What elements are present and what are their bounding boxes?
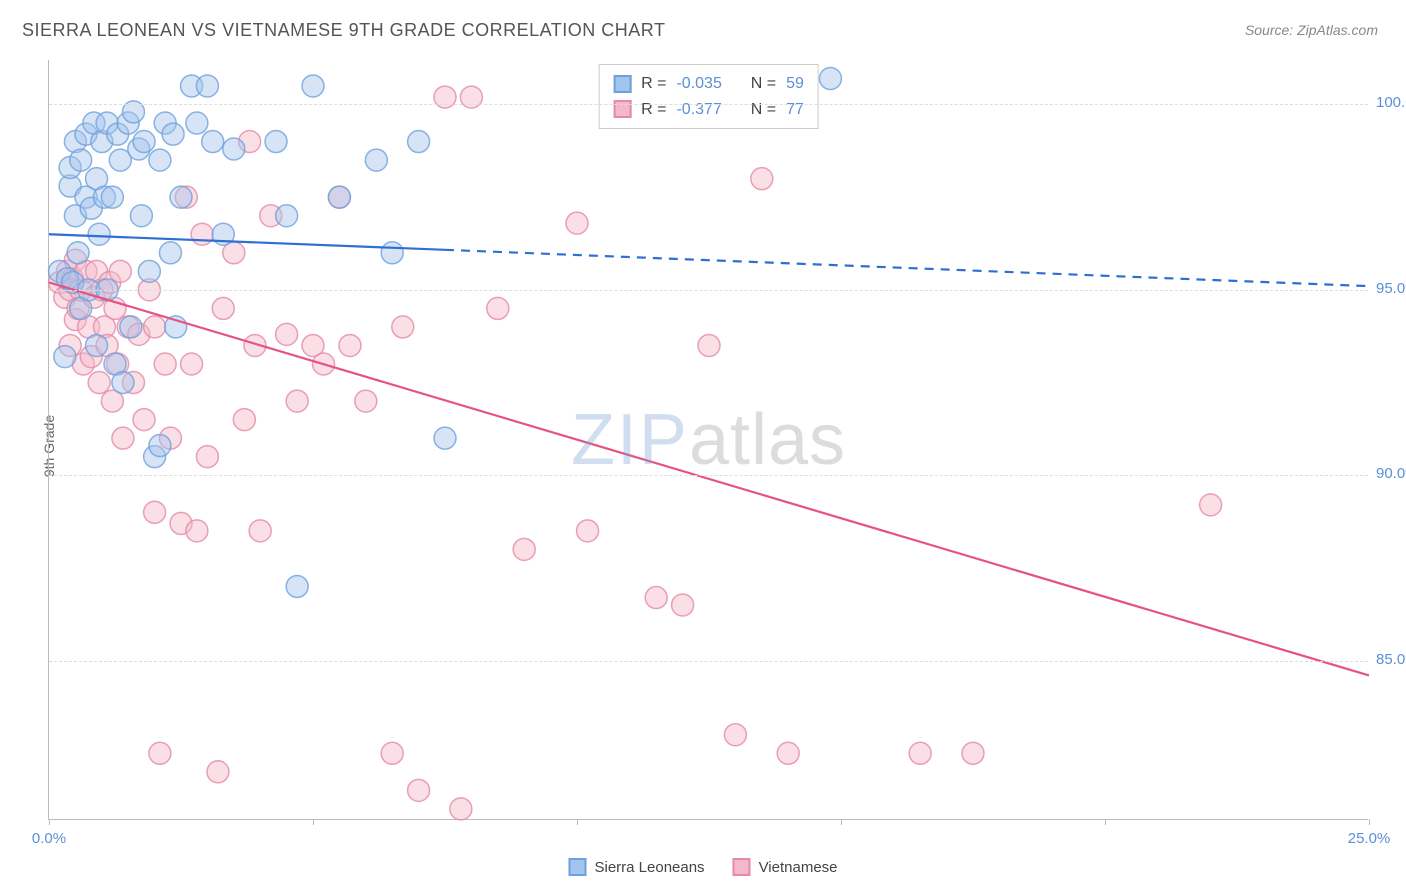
- y-tick-label: 100.0%: [1376, 94, 1406, 111]
- r-label-1: R =: [641, 71, 666, 97]
- stats-row-series2: R = -0.377 N = 77: [613, 97, 804, 123]
- y-tick-label: 90.0%: [1376, 465, 1406, 482]
- x-tick-mark: [313, 819, 314, 825]
- n-label-2: N =: [751, 97, 776, 123]
- x-tick-mark: [49, 819, 50, 825]
- x-tick-label: 25.0%: [1348, 830, 1391, 847]
- x-tick-mark: [577, 819, 578, 825]
- y-tick-label: 85.0%: [1376, 651, 1406, 668]
- gridline: [49, 475, 1368, 476]
- gridline: [49, 661, 1368, 662]
- swatch-series1: [613, 75, 631, 93]
- chart-title: SIERRA LEONEAN VS VIETNAMESE 9TH GRADE C…: [22, 20, 665, 41]
- legend-swatch-series2: [733, 858, 751, 876]
- legend-item-series1: Sierra Leoneans: [568, 858, 704, 876]
- x-tick-label: 0.0%: [32, 830, 66, 847]
- x-tick-mark: [1105, 819, 1106, 825]
- legend-label-series1: Sierra Leoneans: [594, 859, 704, 876]
- x-tick-mark: [1369, 819, 1370, 825]
- r-label-2: R =: [641, 97, 666, 123]
- n-label-1: N =: [751, 71, 776, 97]
- series-legend: Sierra Leoneans Vietnamese: [568, 858, 837, 876]
- r-value-1: -0.035: [676, 71, 721, 97]
- scatter-svg: [49, 60, 1368, 819]
- stats-legend: R = -0.035 N = 59 R = -0.377 N = 77: [598, 64, 819, 129]
- legend-label-series2: Vietnamese: [759, 859, 838, 876]
- n-value-2: 77: [786, 97, 804, 123]
- source-attribution: Source: ZipAtlas.com: [1245, 22, 1378, 38]
- gridline: [49, 290, 1368, 291]
- n-value-1: 59: [786, 71, 804, 97]
- correlation-chart: SIERRA LEONEAN VS VIETNAMESE 9TH GRADE C…: [0, 0, 1406, 892]
- y-tick-label: 95.0%: [1376, 280, 1406, 297]
- r-value-2: -0.377: [676, 97, 721, 123]
- swatch-series2: [613, 100, 631, 118]
- stats-row-series1: R = -0.035 N = 59: [613, 71, 804, 97]
- legend-item-series2: Vietnamese: [733, 858, 838, 876]
- gridline: [49, 104, 1368, 105]
- plot-area: ZIPatlas R = -0.035 N = 59 R = -0.377 N …: [48, 60, 1368, 820]
- x-tick-mark: [841, 819, 842, 825]
- legend-swatch-series1: [568, 858, 586, 876]
